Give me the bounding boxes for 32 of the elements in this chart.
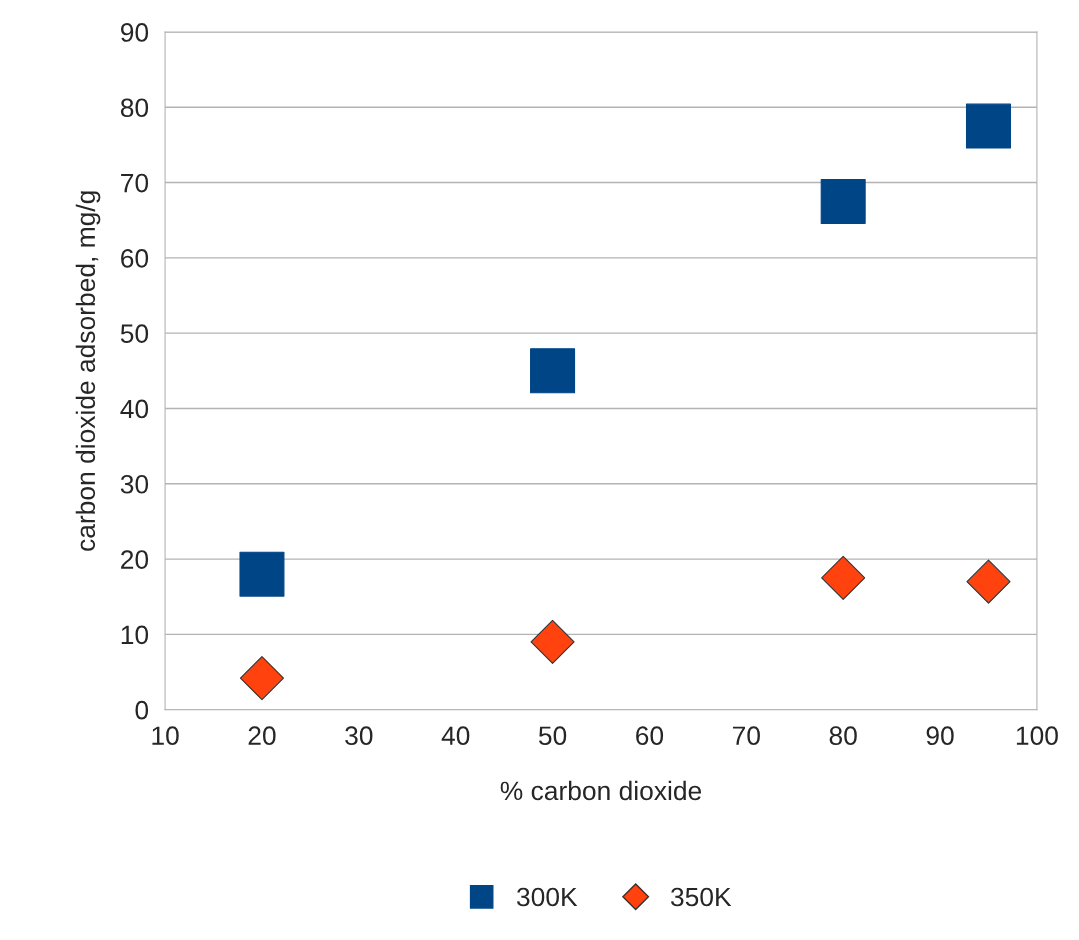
x-tick-label: 70 bbox=[732, 726, 760, 746]
y-tick-label: 0 bbox=[135, 700, 149, 720]
point bbox=[530, 619, 575, 664]
y-tick-label: 80 bbox=[120, 98, 149, 118]
legend-label: 350K bbox=[670, 887, 732, 907]
y-tick-label: 30 bbox=[120, 474, 149, 494]
legend-label: 300K bbox=[517, 887, 578, 907]
x-tick-label: 20 bbox=[248, 726, 276, 746]
y-tick-label: 60 bbox=[121, 249, 149, 268]
point bbox=[966, 559, 1011, 604]
y-tick-label: 20 bbox=[121, 550, 149, 569]
point bbox=[821, 555, 866, 600]
y-tick-label: 10 bbox=[121, 625, 149, 645]
x-tick-label: 50 bbox=[538, 726, 567, 746]
x-tick-label: 90 bbox=[926, 726, 954, 746]
point bbox=[239, 551, 285, 597]
x-tick-label: 30 bbox=[345, 726, 373, 746]
x-axis-title: % carbon dioxide bbox=[500, 780, 702, 801]
point bbox=[239, 656, 285, 701]
x-tick-label: 80 bbox=[829, 726, 857, 746]
point bbox=[530, 348, 576, 394]
x-tick-label: 60 bbox=[636, 726, 664, 746]
x-tick-label: 10 bbox=[152, 726, 179, 746]
y-tick-label: 70 bbox=[121, 173, 149, 193]
point bbox=[820, 178, 866, 224]
y-tick-label: 40 bbox=[120, 399, 149, 419]
y-tick-label: 50 bbox=[120, 324, 149, 343]
point bbox=[965, 103, 1011, 149]
x-tick-label: 40 bbox=[441, 726, 470, 746]
y-tick-label: 90 bbox=[121, 23, 149, 42]
x-tick-label: 100 bbox=[1016, 726, 1058, 746]
y-axis-title: carbon dioxide adsorbed, mg/g bbox=[75, 191, 101, 551]
